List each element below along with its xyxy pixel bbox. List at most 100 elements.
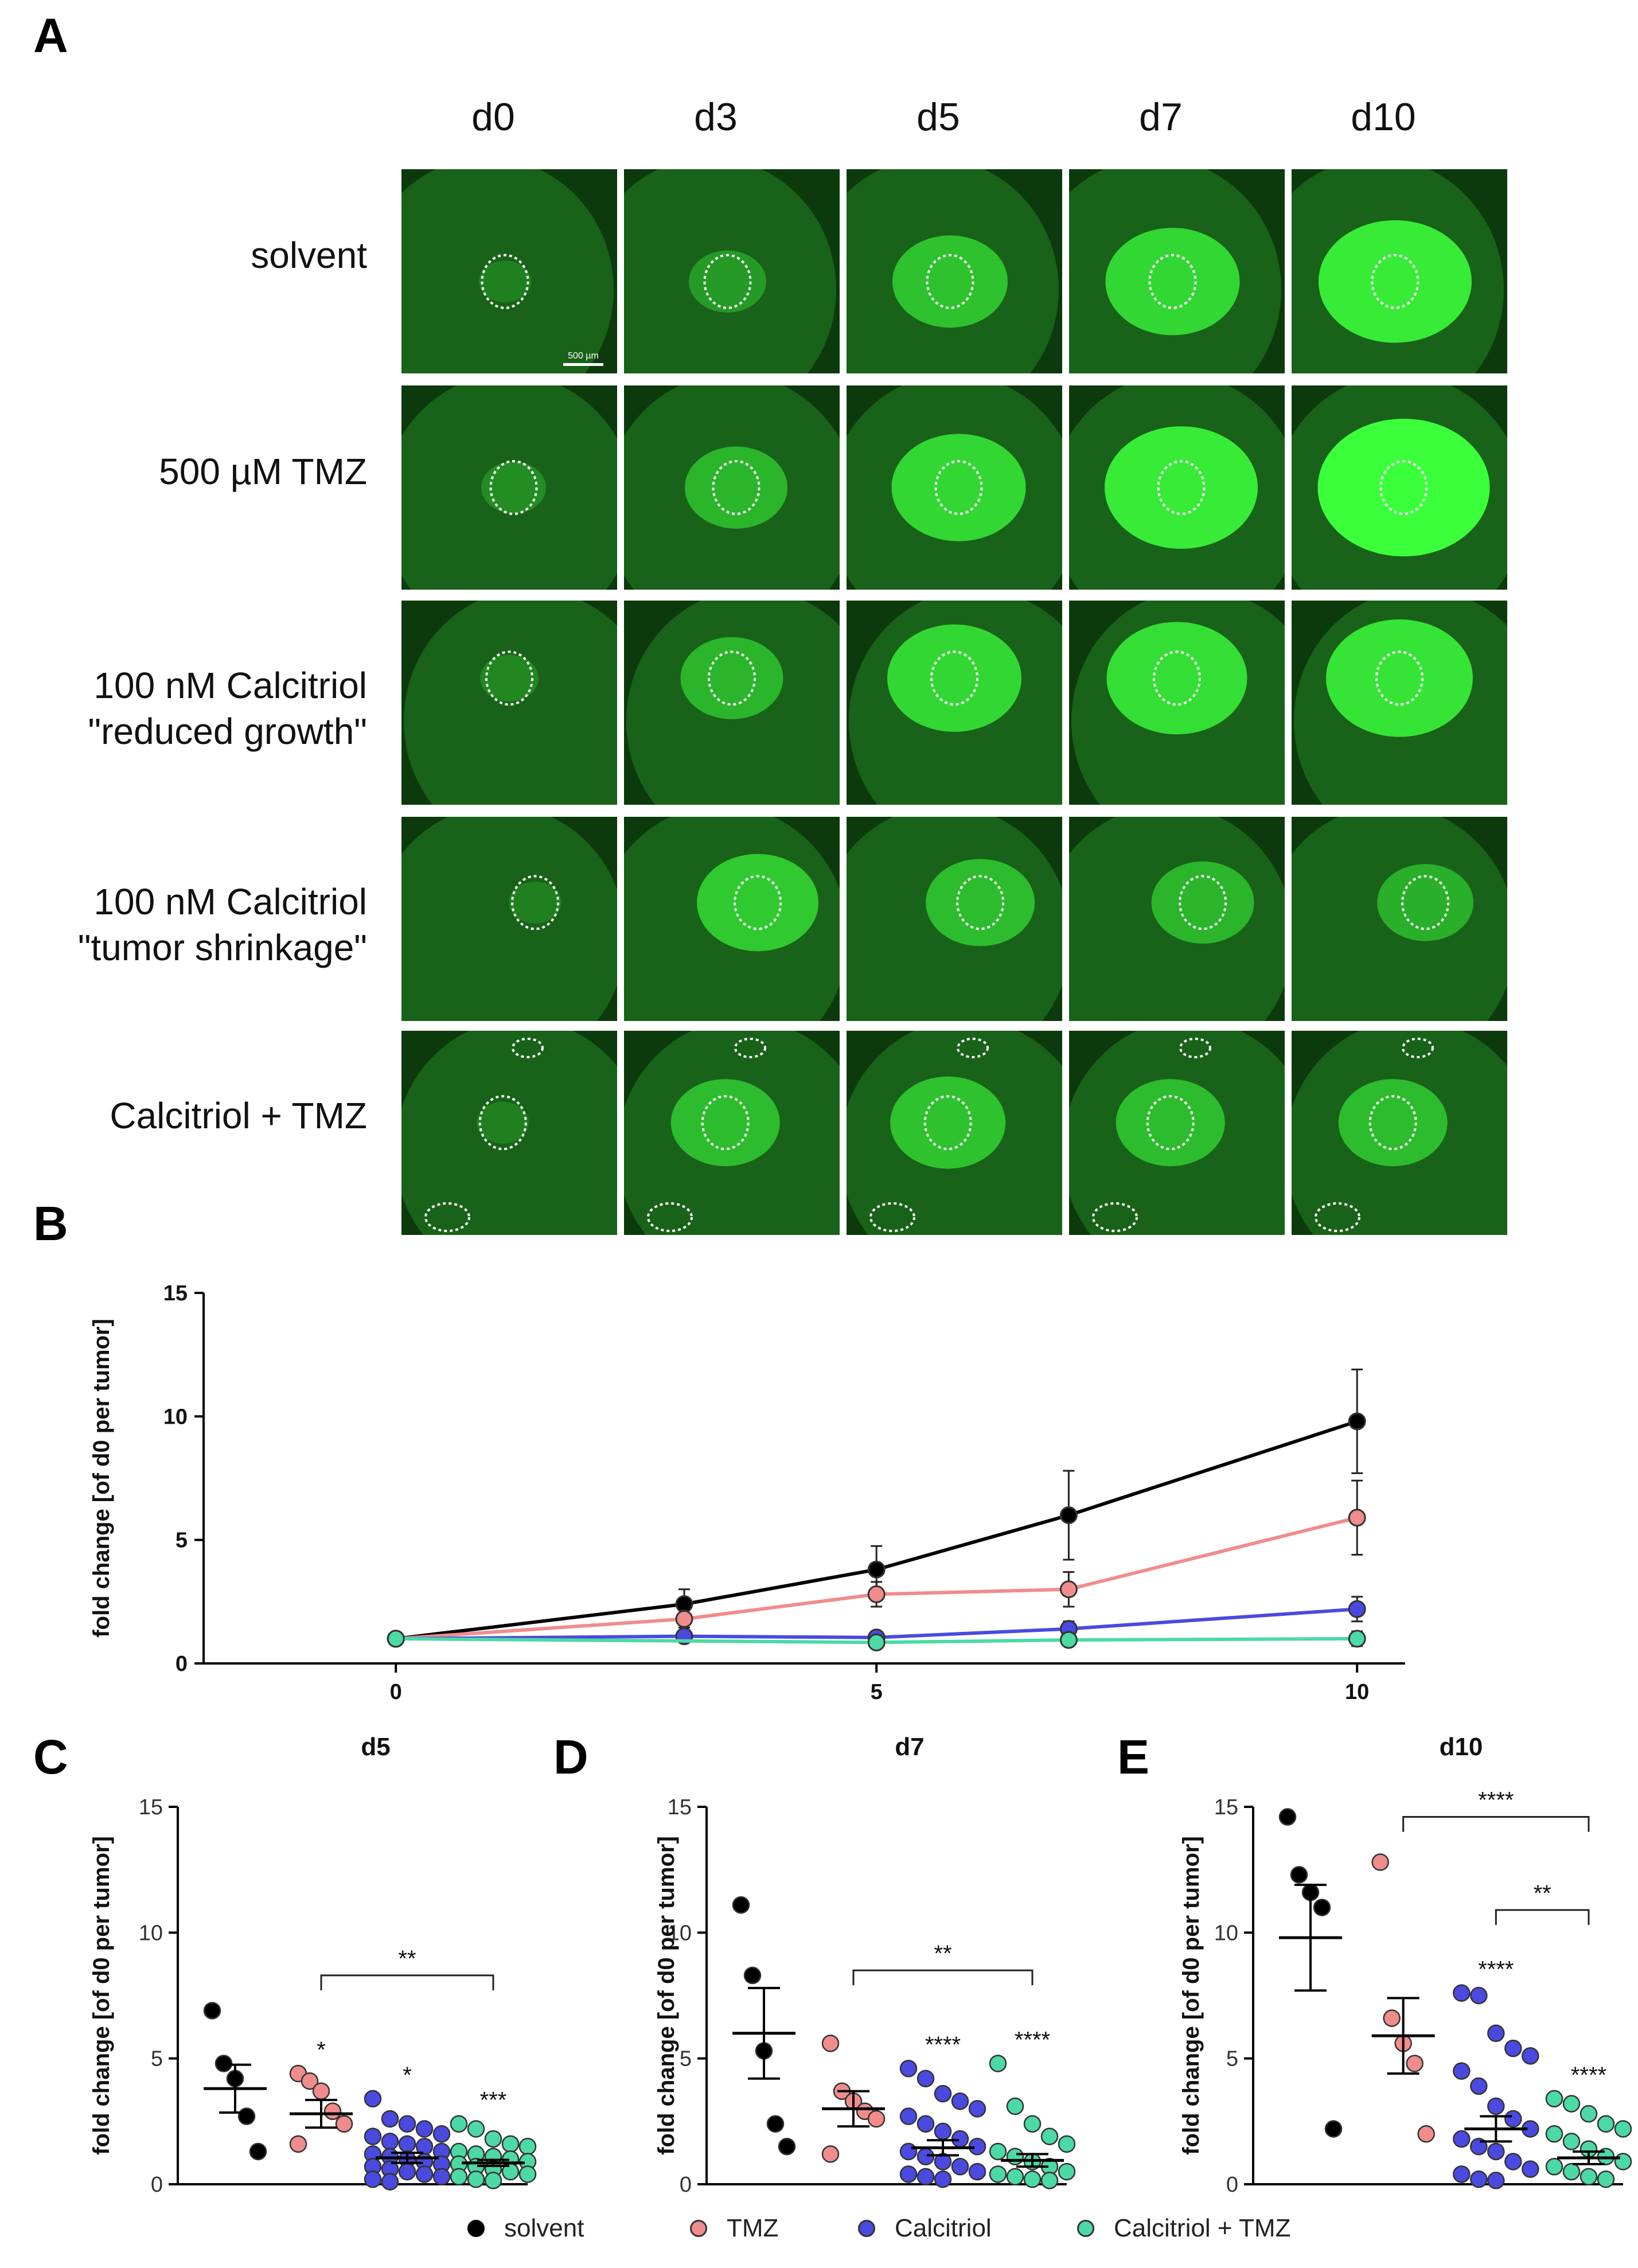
microscopy-tile-calc-shrink-d10 (1292, 817, 1507, 1021)
microscopy-tile-combo-d7 (1069, 1031, 1285, 1235)
legend-item-tmz: TMZ (690, 2214, 778, 2243)
data-point-calcitriol (364, 2127, 382, 2145)
satellite-outline (869, 1202, 915, 1232)
tissue-region (404, 601, 617, 805)
data-point-combo (1580, 2105, 1598, 2123)
y-tick-label: 5 (176, 1529, 188, 1553)
data-point-combo (1006, 2148, 1024, 2165)
data-point-combo (1058, 2162, 1076, 2181)
data-point-calcitriol (1504, 2039, 1522, 2057)
legend-marker-tmz (690, 2220, 707, 2237)
tumor-fluorescence (926, 859, 1035, 946)
data-point-calcitriol (1504, 2110, 1522, 2128)
tumor-fluorescence (1317, 419, 1490, 556)
line-chart-b: 0 5 10 15 0 5 10 fold change [of d0 per tumor] (89, 1281, 1405, 1704)
row-label-calcitriol-shrinkage-text: 100 nM Calcitriol "tumor shrinkage" (77, 881, 367, 968)
microscopy-image (624, 601, 840, 805)
tumor-outline (1146, 1095, 1195, 1151)
data-point-tmz (675, 1610, 693, 1628)
microscopy-image (401, 385, 617, 590)
microscopy-image (401, 1031, 617, 1235)
microscopy-tile-tmz-d3 (624, 385, 840, 590)
microscopy-image (1069, 1031, 1285, 1235)
microscopy-tile-tmz-d0 (401, 385, 617, 590)
tumor-outline (701, 1095, 750, 1151)
tumor-outline (708, 650, 756, 706)
data-point-calcitriol (916, 2148, 935, 2165)
x-tick-label: 10 (1345, 1680, 1369, 1704)
microscopy-tile-calc-reduced-d5 (847, 601, 1062, 805)
tumor-fluorescence (1106, 622, 1247, 735)
legend-item-combination: Calcitriol + TMZ (1077, 2214, 1290, 2243)
y-tick-label: 10 (163, 1405, 188, 1429)
data-point-combo (484, 2130, 502, 2148)
data-point-calcitriol (1522, 2047, 1539, 2065)
tumor-outline (1371, 254, 1419, 309)
tumor-fluorescence (890, 1076, 1006, 1169)
column-label-d5: d5 (916, 95, 960, 139)
significance-stars: **** (1015, 2027, 1050, 2052)
microscopy-image (1292, 1031, 1507, 1235)
plot-title: d5 (361, 1733, 390, 1761)
tumor-outline (1401, 875, 1450, 930)
tumor-fluorescence (685, 446, 788, 529)
panel-letter-d: D (553, 1730, 588, 1784)
data-point-combo (1580, 2168, 1598, 2186)
legend-label-combination: Calcitriol + TMZ (1114, 2214, 1291, 2242)
tumor-fluorescence (891, 434, 1026, 541)
microscopy-tile-solvent-d3 (624, 169, 840, 373)
microscopy-image (1069, 601, 1285, 805)
data-point-calcitriol (415, 2165, 434, 2183)
data-point-solvent (778, 2137, 796, 2156)
tissue-region (624, 169, 836, 373)
microscopy-image (624, 1031, 840, 1235)
data-point-combo (989, 2142, 1007, 2161)
data-point-solvent (1278, 1808, 1297, 1826)
data-point-combo (501, 2135, 520, 2153)
data-point-combo (1058, 2135, 1076, 2153)
data-point-combo (1545, 2158, 1563, 2176)
data-point-calcitriol (1453, 1984, 1471, 2002)
data-point-tmz (867, 1585, 886, 1603)
data-point-calcitriol (1487, 2097, 1505, 2115)
tumor-outline (1157, 460, 1206, 515)
tumor-fluorescence (1318, 220, 1472, 343)
data-point-tmz (289, 2135, 307, 2153)
microscopy-tile-tmz-d7 (1069, 385, 1285, 590)
microscopy-image (847, 601, 1062, 805)
y-tick-label: 5 (680, 2047, 692, 2071)
data-point-combo (387, 1630, 405, 1648)
data-point-tmz (1348, 1509, 1366, 1527)
microscopy-image (1292, 169, 1507, 373)
data-point-calcitriol (398, 2115, 416, 2133)
data-point-calcitriol (1453, 2165, 1471, 2183)
microscopy-tile-calc-shrink-d3 (624, 817, 840, 1021)
tumor-outline (934, 460, 983, 515)
data-point-combo (450, 2168, 468, 2186)
legend-item-solvent: solvent (467, 2214, 584, 2243)
tumor-outline (489, 460, 538, 515)
tumor-outline (923, 1095, 972, 1151)
scale-bar (563, 363, 603, 366)
data-point-calcitriol (415, 2120, 434, 2138)
data-point-calcitriol (951, 2092, 969, 2110)
row-label-calcitriol-reduced-text: 100 nM Calcitriol "reduced growth" (88, 665, 367, 752)
data-point-solvent (732, 1896, 750, 1914)
data-point-combo (1545, 2090, 1563, 2108)
tumor-fluorescence (697, 854, 819, 952)
microscopy-tile-solvent-d0: 500 µm (401, 169, 617, 373)
plot-title: d10 (1440, 1733, 1483, 1761)
data-point-combo (518, 2165, 537, 2183)
tumor-fluorescence (892, 235, 1008, 328)
microscopy-image: 500 µm (401, 169, 617, 373)
tumor-outline (930, 650, 978, 706)
column-label-d10: d10 (1351, 95, 1416, 139)
data-point-calcitriol (381, 2173, 399, 2191)
data-point-calcitriol (364, 2170, 382, 2188)
data-point-combo (1614, 2153, 1632, 2170)
y-tick-label: 10 (139, 1921, 163, 1945)
satellite-outline (1315, 1202, 1360, 1232)
y-tick-label: 15 (1214, 1795, 1238, 1819)
